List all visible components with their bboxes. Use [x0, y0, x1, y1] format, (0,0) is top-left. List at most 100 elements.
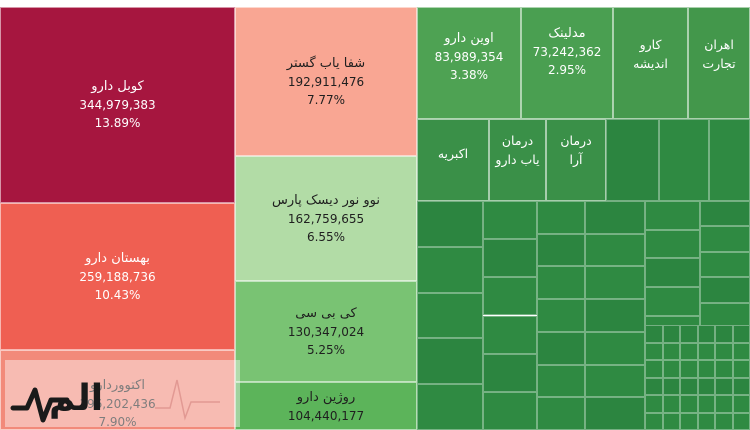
small-company-tile[interactable]	[537, 201, 585, 234]
small-company-tile[interactable]	[645, 377, 663, 395]
tile-shafa-yab-gostar[interactable]: شفا یاب گستر 192,911,476 7.77%	[235, 7, 417, 156]
small-company-tile[interactable]	[715, 342, 733, 360]
small-company-tile[interactable]	[715, 325, 733, 343]
small-company-tile[interactable]	[732, 325, 750, 343]
small-company-tile[interactable]	[659, 119, 709, 201]
small-company-tile[interactable]	[662, 377, 680, 395]
small-company-tile[interactable]	[537, 233, 585, 267]
tile-name: اکتووردارو	[90, 378, 145, 393]
tile-darman-yab-daru[interactable]: درمان یاب دارو	[489, 119, 546, 201]
small-company-tile[interactable]	[483, 277, 537, 316]
small-company-tile[interactable]	[700, 251, 750, 278]
tile-kobel-daru[interactable]: کوبل دارو 344,979,383 13.89%	[0, 7, 235, 203]
small-company-tile[interactable]	[645, 342, 663, 360]
small-company-tile[interactable]	[700, 201, 750, 227]
small-company-tile[interactable]	[417, 292, 483, 339]
small-company-tile[interactable]	[715, 360, 733, 378]
tile-name: درمان آرا	[560, 133, 592, 167]
tile-darman-ara[interactable]: درمان آرا	[546, 119, 606, 201]
small-company-tile[interactable]	[697, 342, 715, 360]
small-company-tile[interactable]	[645, 395, 663, 413]
small-company-tile[interactable]	[680, 342, 698, 360]
small-company-tile[interactable]	[680, 395, 698, 413]
tile-percent: 6.55%	[306, 229, 346, 244]
small-company-tile[interactable]	[585, 233, 645, 267]
small-company-tile[interactable]	[606, 119, 659, 201]
small-company-tile[interactable]	[697, 360, 715, 378]
tile-percent: 5.25%	[306, 342, 346, 357]
tile-akbarieh[interactable]: اکبریه	[417, 119, 489, 201]
small-company-tile[interactable]	[732, 377, 750, 395]
tile-percent: 7.77%	[306, 92, 346, 107]
small-company-tile[interactable]	[662, 360, 680, 378]
small-company-tile[interactable]	[662, 342, 680, 360]
small-company-tile[interactable]	[715, 377, 733, 395]
small-company-tile[interactable]	[662, 395, 680, 413]
small-company-tile[interactable]	[483, 239, 537, 278]
small-company-tile[interactable]	[697, 395, 715, 413]
small-company-tile[interactable]	[417, 338, 483, 385]
small-company-tile[interactable]	[645, 258, 700, 287]
small-company-tile[interactable]	[483, 353, 537, 392]
small-company-tile[interactable]	[585, 201, 645, 234]
tile-percent: 2.95%	[547, 63, 587, 77]
small-company-tile[interactable]	[537, 331, 585, 365]
small-company-tile[interactable]	[585, 266, 645, 300]
small-company-tile[interactable]	[417, 384, 483, 430]
small-company-tile[interactable]	[537, 397, 585, 430]
small-company-tile[interactable]	[483, 201, 537, 240]
small-company-tile[interactable]	[680, 325, 698, 343]
small-company-tile[interactable]	[417, 201, 483, 247]
small-company-tile[interactable]	[680, 377, 698, 395]
small-company-tile[interactable]	[715, 412, 733, 430]
small-company-tile[interactable]	[715, 395, 733, 413]
small-company-tile[interactable]	[585, 397, 645, 430]
small-company-tile[interactable]	[537, 266, 585, 300]
tile-name: کوبل دارو	[91, 79, 144, 94]
tile-novo-nordisk-pars[interactable]: نوو نور دیسک پارس 162,759,655 6.55%	[235, 156, 417, 281]
small-company-tile[interactable]	[645, 201, 700, 230]
small-company-tile[interactable]	[700, 277, 750, 303]
tile-name: کارو اندیشه	[633, 37, 668, 71]
small-company-tile[interactable]	[697, 325, 715, 343]
small-company-tile[interactable]	[709, 119, 750, 201]
tile-karo-andisheh[interactable]: کارو اندیشه	[613, 7, 688, 119]
small-company-tile[interactable]	[697, 377, 715, 395]
tile-kbc[interactable]: کی بی سی 130,347,024 5.25%	[235, 281, 417, 382]
small-company-tile[interactable]	[680, 360, 698, 378]
tile-name: مدلینک	[548, 26, 586, 41]
tile-name: بهستان دارو	[85, 250, 150, 266]
small-company-tile[interactable]	[585, 364, 645, 398]
tile-rozhin-daru[interactable]: روژین دارو 104,440,177	[235, 382, 417, 430]
small-company-tile[interactable]	[662, 325, 680, 343]
small-company-tile[interactable]	[732, 342, 750, 360]
small-company-tile[interactable]	[585, 331, 645, 365]
tile-behestan-daru[interactable]: بهستان دارو 259,188,736 10.43%	[0, 203, 235, 350]
small-company-tile[interactable]	[537, 299, 585, 332]
tile-value: 83,989,354	[434, 50, 504, 64]
tile-actover-daru[interactable]: اکتووردارو 196,202,436 7.90%	[0, 350, 235, 430]
small-company-tile[interactable]	[483, 315, 537, 354]
small-company-tile[interactable]	[645, 325, 663, 343]
small-company-tile[interactable]	[537, 364, 585, 398]
small-company-tile[interactable]	[645, 412, 663, 430]
small-company-tile[interactable]	[483, 391, 537, 430]
tile-medlink[interactable]: مدلینک 73,242,362 2.95%	[521, 7, 613, 119]
tile-value: 259,188,736	[79, 269, 156, 284]
small-company-tile[interactable]	[732, 360, 750, 378]
tile-ahran-tejarat[interactable]: اهران تجارت	[688, 7, 750, 119]
small-company-tile[interactable]	[732, 395, 750, 413]
watermark-logo: الم	[5, 360, 240, 427]
small-company-tile[interactable]	[645, 286, 700, 316]
tile-avin-daru[interactable]: اوین دارو 83,989,354 3.38%	[417, 7, 521, 119]
small-company-tile[interactable]	[417, 246, 483, 293]
small-company-tile[interactable]	[732, 412, 750, 430]
small-company-tile[interactable]	[680, 412, 698, 430]
tile-value: 130,347,024	[287, 324, 365, 339]
small-company-tile[interactable]	[662, 412, 680, 430]
small-company-tile[interactable]	[700, 226, 750, 252]
small-company-tile[interactable]	[645, 360, 663, 378]
small-company-tile[interactable]	[585, 299, 645, 332]
small-company-tile[interactable]	[697, 412, 715, 430]
small-company-tile[interactable]	[645, 229, 700, 259]
